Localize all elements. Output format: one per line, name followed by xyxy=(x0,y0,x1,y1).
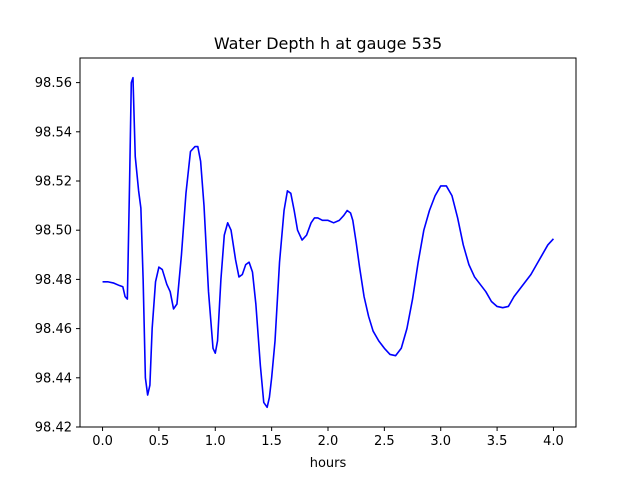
y-tick-label: 98.48 xyxy=(35,273,72,288)
plot-frame xyxy=(79,57,577,428)
y-tick-label: 98.52 xyxy=(35,175,72,190)
plot-area xyxy=(102,76,555,409)
x-tick-label: 2.0 xyxy=(318,434,339,449)
x-axis-label: hours xyxy=(310,456,347,471)
y-tick-label: 98.46 xyxy=(35,322,72,337)
x-tick-label: 1.5 xyxy=(261,434,282,449)
x-tick-label: 0.5 xyxy=(149,434,170,449)
x-tick-label: 1.0 xyxy=(205,434,226,449)
x-tick-label: 3.0 xyxy=(430,434,451,449)
x-tick-label: 0.0 xyxy=(92,434,113,449)
y-tick-label: 98.54 xyxy=(35,125,72,140)
x-tick-label: 4.0 xyxy=(543,434,564,449)
y-tick-label: 98.42 xyxy=(35,421,72,436)
x-tick-label: 3.5 xyxy=(487,434,508,449)
x-tick-label: 2.5 xyxy=(374,434,395,449)
chart-title: Water Depth h at gauge 535 xyxy=(214,34,442,53)
y-tick-label: 98.56 xyxy=(35,76,72,91)
x-axis: 0.0 0.5 1.0 1.5 2.0 2.5 3.0 3.5 4.0 xyxy=(92,427,564,449)
y-tick-label: 98.44 xyxy=(35,371,72,386)
series-line-water-depth xyxy=(102,76,555,409)
y-axis: 98.42 98.44 98.46 98.48 98.50 98.52 98.54 98.56 xyxy=(35,76,80,436)
y-tick-label: 98.50 xyxy=(35,224,72,239)
